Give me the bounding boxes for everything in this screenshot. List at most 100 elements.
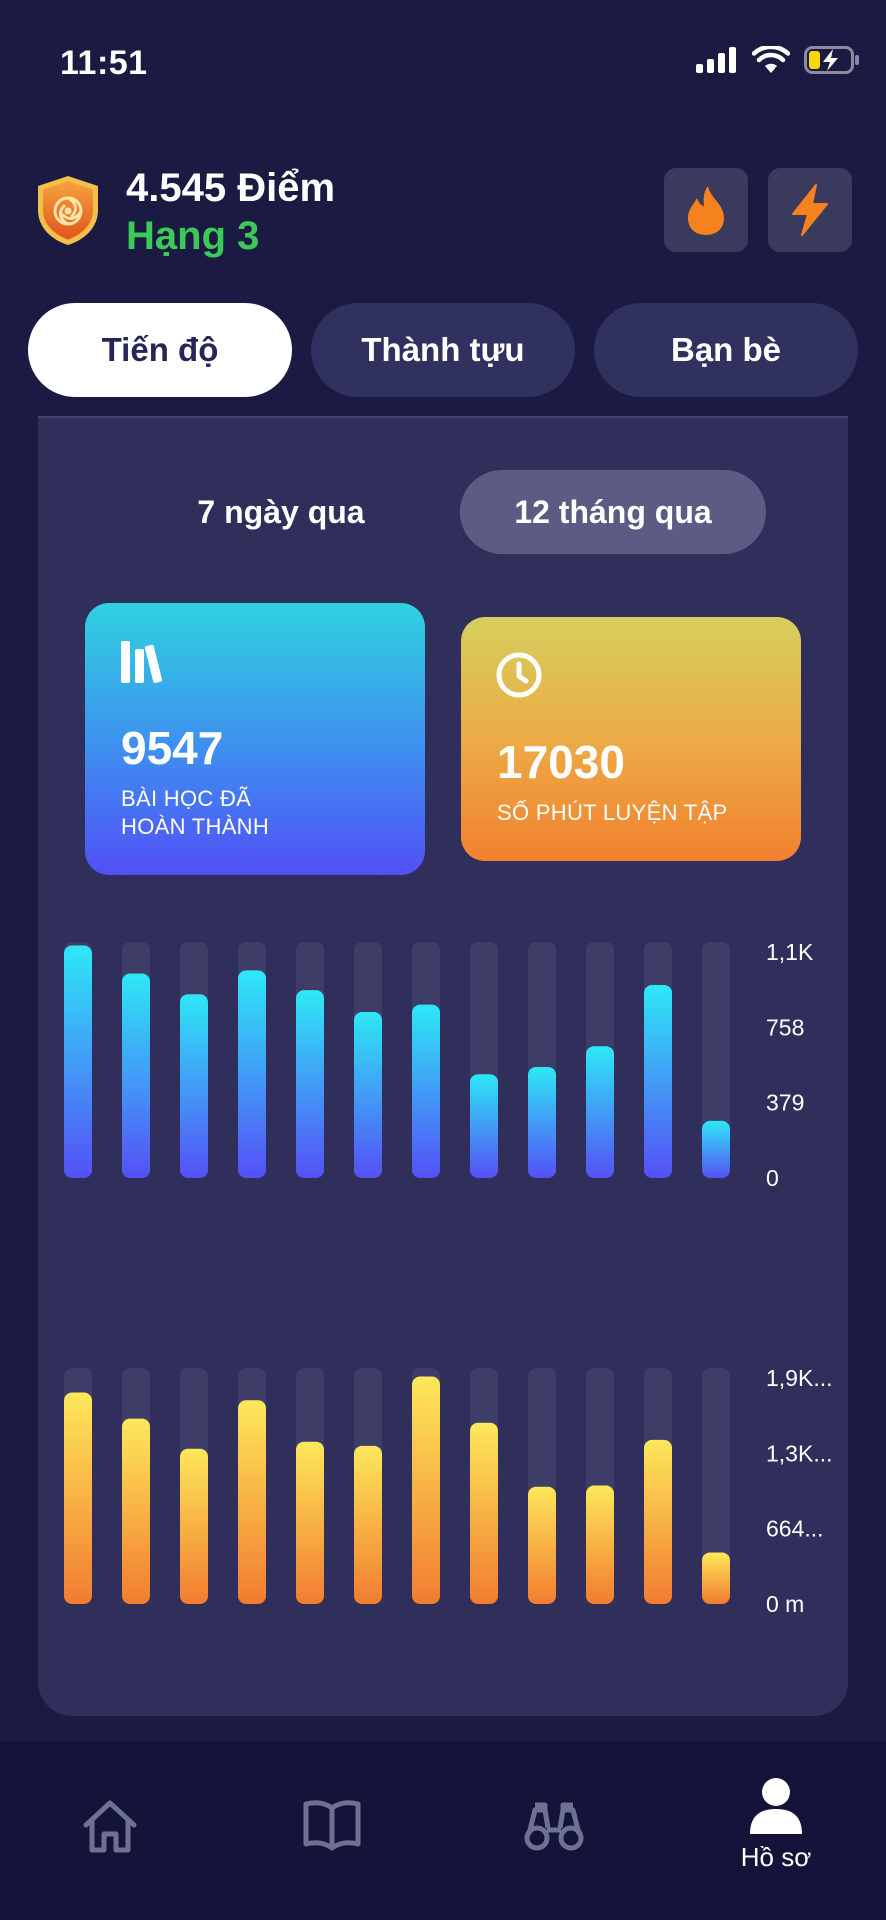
- book-icon: [303, 1800, 361, 1851]
- lessons-completed-value: 9547: [121, 722, 224, 774]
- minutes-x-label-jun: Jun: [581, 1627, 618, 1628]
- lessons-y-tick-3: 0: [766, 1165, 779, 1191]
- lessons-y-tick-0: 1,1K: [766, 939, 814, 965]
- status-icons: [696, 46, 860, 74]
- lessons-x-label-jan: Jan: [291, 1201, 328, 1202]
- lessons-x-label-nov: Nov: [174, 1201, 215, 1202]
- minutes-x-label-jan: Jan: [291, 1627, 328, 1628]
- minutes-x-label-oct: Oct: [118, 1627, 154, 1628]
- lessons-x-label-oct: Oct: [118, 1201, 154, 1202]
- lessons-bar-oct[interactable]: [122, 973, 150, 1178]
- lessons-bar-jun[interactable]: [586, 1046, 614, 1178]
- lessons-x-label-mar: Mar: [406, 1201, 446, 1202]
- home-icon: [83, 1800, 137, 1853]
- practice-minutes-card: 17030 SỐ PHÚT LUYỆN TẬP: [461, 617, 801, 861]
- minutes-bar-aug[interactable]: [702, 1552, 730, 1604]
- minutes-y-tick-0: 1,9K...: [766, 1365, 832, 1391]
- minutes-x-label-sep: Sep: [58, 1627, 99, 1628]
- lessons-bar-aug[interactable]: [702, 1120, 730, 1178]
- lessons-bar-jul[interactable]: [644, 984, 672, 1178]
- minutes-bar-track-aug: [702, 1368, 730, 1604]
- profile-icon: [750, 1778, 802, 1834]
- league-shield-icon: [38, 176, 98, 245]
- profile-tabs: Tiến độ Thành tựu Bạn bè: [28, 303, 858, 397]
- lessons-completed-label: BÀI HỌC ĐÃ HOÀN THÀNH: [121, 786, 270, 839]
- minutes-bar-oct[interactable]: [122, 1418, 150, 1604]
- minutes-bar-chart: Sep Oct Nov Dec Jan Feb Mar Apr May Jun Jul Aug 1,9K…: [38, 1338, 848, 1628]
- status-time: 11:51: [60, 44, 148, 82]
- clock-icon: [496, 652, 542, 698]
- lessons-x-label-dec: Dec: [232, 1201, 273, 1202]
- signal-icon: [696, 47, 736, 73]
- minutes-x-label-jul: Jul: [643, 1627, 672, 1628]
- lessons-completed-card: 9547 BÀI HỌC ĐÃ HOÀN THÀNH: [85, 603, 425, 875]
- energy-button[interactable]: [768, 168, 852, 252]
- points-total: 4.545 Điểm: [126, 166, 336, 210]
- tab-friends[interactable]: Bạn bè: [594, 303, 858, 397]
- minutes-bar-apr[interactable]: [470, 1422, 498, 1604]
- rank-label: Hạng 3: [126, 214, 260, 258]
- tab-achievements[interactable]: Thành tựu: [311, 303, 575, 397]
- minutes-x-label-mar: Mar: [406, 1627, 446, 1628]
- progress-panel: 7 ngày qua 12 tháng qua 9547 BÀI HỌC ĐÃ …: [38, 416, 848, 1716]
- minutes-bar-jan[interactable]: [296, 1441, 324, 1604]
- minutes-bar-dec[interactable]: [238, 1400, 266, 1604]
- minutes-bar-sep[interactable]: [64, 1392, 92, 1604]
- minutes-y-tick-1: 1,3K...: [766, 1440, 832, 1466]
- lessons-bar-apr[interactable]: [470, 1074, 498, 1178]
- lessons-bar-track-aug: [702, 942, 730, 1178]
- binoculars-icon: [524, 1802, 584, 1851]
- lessons-x-label-sep: Sep: [58, 1201, 99, 1202]
- lessons-bar-may[interactable]: [528, 1066, 556, 1178]
- lessons-chart-svg: Sep Oct Nov Dec Jan Feb Mar Apr May Jun Jul Aug 1,1K…: [58, 939, 814, 1202]
- nav-profile[interactable]: Hồ sơ: [726, 1742, 826, 1920]
- minutes-y-tick-3: 0 m: [766, 1591, 804, 1617]
- lessons-bar-chart: Sep Oct Nov Dec Jan Feb Mar Apr May Jun Jul Aug 1,1K…: [38, 912, 848, 1202]
- lessons-bar-nov[interactable]: [180, 994, 208, 1178]
- lessons-bar-sep[interactable]: [64, 945, 92, 1178]
- period-7-days[interactable]: 7 ngày qua: [197, 493, 365, 530]
- minutes-y-tick-2: 664...: [766, 1516, 824, 1542]
- lessons-x-label-aug: Aug: [696, 1201, 737, 1202]
- minutes-x-label-feb: Feb: [348, 1627, 388, 1628]
- lessons-y-tick-2: 379: [766, 1090, 804, 1116]
- lessons-x-label-jun: Jun: [581, 1201, 618, 1202]
- period-12-months[interactable]: 12 tháng qua: [460, 470, 766, 554]
- lightning-icon: [792, 184, 828, 236]
- library-icon: [121, 641, 163, 683]
- lessons-x-label-jul: Jul: [643, 1201, 672, 1202]
- minutes-chart-svg: Sep Oct Nov Dec Jan Feb Mar Apr May Jun Jul Aug 1,9K…: [58, 1365, 833, 1628]
- practice-minutes-value: 17030: [497, 736, 625, 788]
- minutes-bar-mar[interactable]: [412, 1376, 440, 1604]
- minutes-bar-jun[interactable]: [586, 1485, 614, 1604]
- nav-profile-label: Hồ sơ: [740, 1842, 812, 1872]
- streak-button[interactable]: [664, 168, 748, 252]
- battery-charging-icon: [804, 46, 859, 74]
- lessons-x-label-may: May: [520, 1201, 564, 1202]
- practice-minutes-label: SỐ PHÚT LUYỆN TẬP: [497, 800, 728, 825]
- lessons-bar-jan[interactable]: [296, 990, 324, 1178]
- lessons-bar-dec[interactable]: [238, 970, 266, 1178]
- nav-explore[interactable]: [514, 1742, 594, 1920]
- lessons-bar-mar[interactable]: [412, 1004, 440, 1178]
- nav-home[interactable]: [70, 1742, 150, 1920]
- bottom-nav: Hồ sơ: [0, 1742, 886, 1920]
- nav-learn[interactable]: [292, 1742, 372, 1920]
- flame-icon: [688, 186, 724, 235]
- profile-header: 4.545 Điểm Hạng 3: [0, 160, 886, 260]
- minutes-x-label-aug: Aug: [696, 1627, 737, 1628]
- lessons-bar-feb[interactable]: [354, 1011, 382, 1178]
- lessons-x-label-apr: Apr: [466, 1201, 502, 1202]
- lessons-x-label-feb: Feb: [348, 1201, 388, 1202]
- minutes-x-label-dec: Dec: [232, 1627, 273, 1628]
- status-bar: 11:51: [0, 0, 886, 130]
- minutes-bar-feb[interactable]: [354, 1445, 382, 1604]
- minutes-x-label-apr: Apr: [466, 1627, 502, 1628]
- tab-progress[interactable]: Tiến độ: [28, 303, 292, 397]
- lessons-y-tick-1: 758: [766, 1014, 804, 1040]
- wifi-icon: [752, 46, 790, 73]
- minutes-bar-nov[interactable]: [180, 1448, 208, 1604]
- minutes-bar-may[interactable]: [528, 1486, 556, 1604]
- minutes-x-label-may: May: [520, 1627, 564, 1628]
- minutes-bar-jul[interactable]: [644, 1439, 672, 1604]
